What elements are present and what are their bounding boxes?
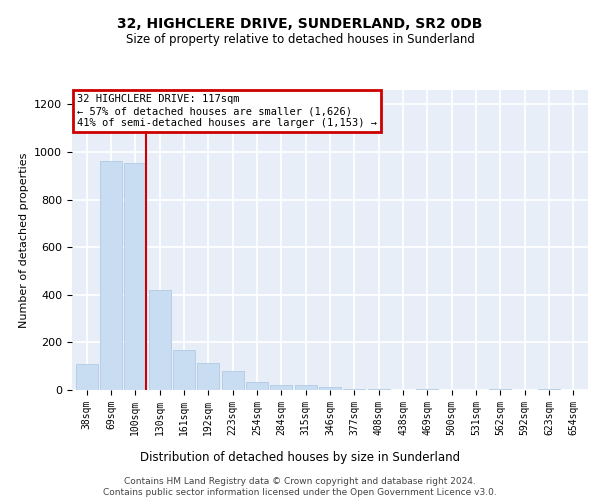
Bar xyxy=(319,387,341,390)
Bar xyxy=(76,364,98,390)
Bar xyxy=(100,162,122,390)
Bar xyxy=(295,385,317,390)
Bar xyxy=(149,290,170,390)
Bar xyxy=(538,389,560,390)
Bar xyxy=(343,389,365,390)
Bar xyxy=(416,389,439,390)
Text: 32 HIGHCLERE DRIVE: 117sqm
← 57% of detached houses are smaller (1,626)
41% of s: 32 HIGHCLERE DRIVE: 117sqm ← 57% of deta… xyxy=(77,94,377,128)
Bar xyxy=(271,385,292,390)
Bar xyxy=(246,382,268,390)
Bar xyxy=(197,362,219,390)
Text: 32, HIGHCLERE DRIVE, SUNDERLAND, SR2 0DB: 32, HIGHCLERE DRIVE, SUNDERLAND, SR2 0DB xyxy=(118,18,482,32)
Text: Contains public sector information licensed under the Open Government Licence v3: Contains public sector information licen… xyxy=(103,488,497,497)
Text: Distribution of detached houses by size in Sunderland: Distribution of detached houses by size … xyxy=(140,451,460,464)
Bar xyxy=(490,389,511,390)
Bar xyxy=(368,389,389,390)
Bar xyxy=(124,162,146,390)
Bar xyxy=(173,350,195,390)
Text: Size of property relative to detached houses in Sunderland: Size of property relative to detached ho… xyxy=(125,32,475,46)
Bar xyxy=(221,371,244,390)
Y-axis label: Number of detached properties: Number of detached properties xyxy=(19,152,29,328)
Text: Contains HM Land Registry data © Crown copyright and database right 2024.: Contains HM Land Registry data © Crown c… xyxy=(124,476,476,486)
